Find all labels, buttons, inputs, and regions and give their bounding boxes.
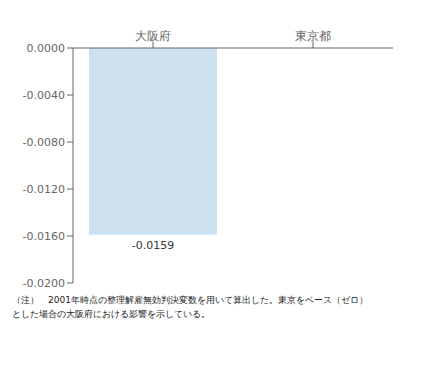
svg-text:-0.0200: -0.0200 <box>23 277 65 290</box>
svg-text:0.0000: 0.0000 <box>27 42 66 55</box>
svg-text:東京都: 東京都 <box>295 29 331 43</box>
svg-text:-0.0120: -0.0120 <box>23 183 65 196</box>
svg-text:-0.0159: -0.0159 <box>132 239 174 252</box>
html-text:とした場合の大阪府における影響を示している。: とした場合の大阪府における影響を示している。 <box>12 309 210 319</box>
svg-text:-0.0160: -0.0160 <box>23 230 65 243</box>
svg-text:-0.0080: -0.0080 <box>23 136 65 149</box>
svg-text:-0.0040: -0.0040 <box>23 89 65 102</box>
svg-text:大阪府: 大阪府 <box>135 29 171 43</box>
html-text:（注） 2001年時点の整理解雇無効判決変数を用いて算出した: （注） 2001年時点の整理解雇無効判決変数を用いて算出した。東京をベース（ゼロ… <box>12 295 368 305</box>
